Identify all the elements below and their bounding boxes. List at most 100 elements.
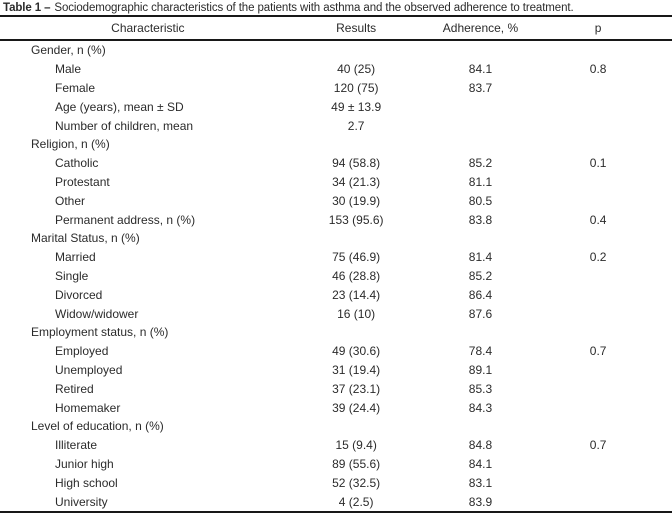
cell-adherence: 81.4 bbox=[468, 250, 493, 265]
cell-adherence: 83.8 bbox=[468, 212, 493, 227]
row-label: Gender, n (%) bbox=[31, 43, 106, 58]
row-label: Catholic bbox=[55, 156, 99, 171]
cell-p bbox=[544, 79, 672, 98]
cell-adherence: 83.1 bbox=[468, 475, 493, 490]
cell-p bbox=[544, 40, 672, 60]
row-label: Single bbox=[55, 268, 89, 283]
cell-adherence: 85.3 bbox=[468, 381, 493, 396]
sociodemographic-table: Characteristic Results Adherence, % p Ge… bbox=[0, 17, 672, 513]
cell-adherence: 80.5 bbox=[468, 193, 493, 208]
cell-adherence: 84.1 bbox=[468, 62, 493, 77]
table-row-item: Employed 49 (30.6) 78.4 0.7 bbox=[0, 342, 672, 361]
cell-adherence: 86.4 bbox=[468, 287, 493, 302]
column-header-adherence: Adherence, % bbox=[416, 17, 545, 41]
row-label: Junior high bbox=[55, 456, 114, 471]
cell-results: 39 (24.4) bbox=[332, 400, 381, 415]
cell-results: 4 (2.5) bbox=[295, 492, 417, 513]
row-label: Unemployed bbox=[55, 362, 123, 377]
header-row: Characteristic Results Adherence, % p bbox=[0, 17, 672, 41]
cell-p bbox=[544, 267, 672, 286]
table-row-item: Married 75 (46.9) 81.4 0.2 bbox=[0, 248, 672, 267]
cell-adherence bbox=[417, 40, 545, 60]
cell-results bbox=[296, 417, 417, 436]
cell-p bbox=[544, 473, 672, 492]
caption-text: Sociodemographic characteristics of the … bbox=[54, 2, 574, 14]
table-row-item: University 4 (2.5) 83.9 bbox=[0, 492, 672, 513]
cell-adherence: 87.6 bbox=[468, 306, 493, 321]
row-label: Other bbox=[55, 193, 86, 208]
cell-results: 23 (14.4) bbox=[332, 287, 381, 302]
cell-results: 49 (30.6) bbox=[332, 344, 381, 359]
row-label: Widow/widower bbox=[55, 306, 139, 321]
cell-p bbox=[544, 304, 672, 323]
row-label: High school bbox=[55, 475, 118, 490]
cell-p bbox=[544, 361, 672, 380]
table-row-item: Male 40 (25) 84.1 0.8 bbox=[0, 60, 672, 79]
column-header-results: Results bbox=[295, 17, 417, 41]
cell-results: 34 (21.3) bbox=[332, 174, 381, 189]
table-row-group: Religion, n (%) bbox=[0, 135, 672, 154]
cell-adherence: 85.2 bbox=[468, 268, 493, 283]
cell-p bbox=[544, 323, 672, 342]
caption-dash: – bbox=[44, 2, 51, 14]
cell-results: 40 (25) bbox=[337, 62, 376, 77]
row-label: Number of children, mean bbox=[55, 118, 194, 133]
table-row-item: Illiterate 15 (9.4) 84.8 0.7 bbox=[0, 436, 672, 455]
cell-results: 49 ± 13.9 bbox=[331, 99, 382, 114]
table-row-item: Unemployed 31 (19.4) 89.1 bbox=[0, 361, 672, 380]
column-header-characteristic: Characteristic bbox=[0, 17, 296, 41]
cell-adherence bbox=[417, 97, 545, 116]
row-label: Permanent address, n (%) bbox=[55, 212, 196, 227]
cell-adherence: 84.3 bbox=[468, 400, 493, 415]
cell-adherence bbox=[417, 116, 545, 135]
row-label: Employment status, n (%) bbox=[31, 325, 169, 340]
table-row-group: Employment status, n (%) bbox=[0, 323, 672, 342]
cell-adherence: 83.9 bbox=[416, 492, 545, 513]
cell-p bbox=[544, 379, 672, 398]
cell-results bbox=[296, 135, 417, 154]
table-body: Gender, n (%) Male 40 (25) 84.1 0.8 Female 120… bbox=[0, 40, 672, 513]
table-row-item: Number of children, mean 2.7 bbox=[0, 116, 672, 135]
row-label: Divorced bbox=[55, 287, 103, 302]
table-row-item: Homemaker 39 (24.4) 84.3 bbox=[0, 398, 672, 417]
cell-adherence: 89.1 bbox=[468, 362, 493, 377]
row-label: Protestant bbox=[55, 174, 110, 189]
row-label: University bbox=[0, 492, 296, 513]
cell-results: 153 (95.6) bbox=[328, 212, 384, 227]
row-label: Homemaker bbox=[55, 400, 121, 415]
cell-p: 0.7 bbox=[589, 438, 607, 453]
cell-results: 89 (55.6) bbox=[332, 456, 381, 471]
cell-adherence: 78.4 bbox=[468, 344, 493, 359]
cell-p bbox=[544, 492, 672, 513]
cell-adherence bbox=[417, 323, 545, 342]
cell-p bbox=[544, 285, 672, 304]
cell-adherence bbox=[417, 229, 545, 248]
table-row-item: High school 52 (32.5) 83.1 bbox=[0, 473, 672, 492]
cell-p: 0.7 bbox=[589, 344, 607, 359]
cell-p: 0.4 bbox=[589, 212, 607, 227]
table-row-item: Protestant 34 (21.3) 81.1 bbox=[0, 173, 672, 192]
cell-p bbox=[544, 229, 672, 248]
table-row-group: Level of education, n (%) bbox=[0, 417, 672, 436]
cell-adherence bbox=[417, 417, 545, 436]
table-row-item: Permanent address, n (%) 153 (95.6) 83.8 0.… bbox=[0, 210, 672, 229]
cell-p bbox=[544, 116, 672, 135]
row-label: Employed bbox=[55, 344, 109, 359]
cell-p bbox=[544, 398, 672, 417]
table-row-item: Female 120 (75) 83.7 bbox=[0, 79, 672, 98]
cell-results: 37 (23.1) bbox=[332, 381, 381, 396]
table-row-item: Widow/widower 16 (10) 87.6 bbox=[0, 304, 672, 323]
cell-p bbox=[544, 455, 672, 474]
cell-results bbox=[296, 40, 417, 60]
cell-results: 75 (46.9) bbox=[332, 250, 381, 265]
table-row-item: Divorced 23 (14.4) 86.4 bbox=[0, 285, 672, 304]
cell-results: 31 (19.4) bbox=[332, 362, 381, 377]
cell-adherence: 81.1 bbox=[468, 174, 493, 189]
cell-p bbox=[544, 97, 672, 116]
row-label: Level of education, n (%) bbox=[31, 419, 164, 434]
cell-adherence: 84.8 bbox=[468, 438, 493, 453]
cell-results: 2.7 bbox=[347, 118, 365, 133]
row-label: Female bbox=[55, 80, 96, 95]
cell-results: 52 (32.5) bbox=[332, 475, 381, 490]
row-label: Marital Status, n (%) bbox=[31, 231, 140, 246]
